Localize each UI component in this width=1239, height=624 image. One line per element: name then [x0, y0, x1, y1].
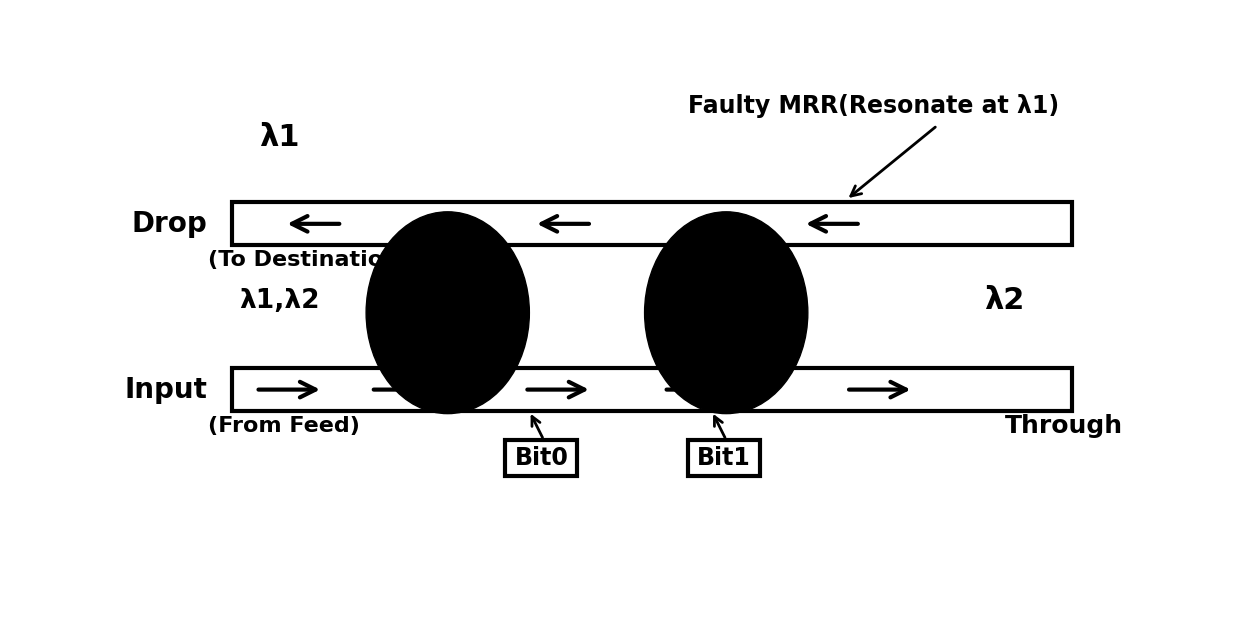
Text: λ2: λ2	[985, 286, 1025, 315]
Text: (From Feed): (From Feed)	[208, 416, 359, 436]
Text: (To Destination): (To Destination)	[208, 250, 409, 270]
Text: Drop: Drop	[131, 210, 208, 238]
FancyBboxPatch shape	[232, 202, 1072, 245]
Text: λ1: λ1	[259, 123, 300, 152]
Ellipse shape	[367, 212, 529, 414]
FancyBboxPatch shape	[506, 440, 577, 476]
FancyBboxPatch shape	[688, 440, 760, 476]
Text: Through: Through	[1005, 414, 1123, 437]
Text: Input: Input	[125, 376, 208, 404]
Text: Bit1: Bit1	[696, 446, 751, 470]
Text: Bit0: Bit0	[514, 446, 569, 470]
FancyBboxPatch shape	[232, 368, 1072, 411]
Text: λ1,λ2: λ1,λ2	[239, 288, 320, 314]
Ellipse shape	[644, 212, 808, 414]
Text: Faulty MRR(Resonate at λ1): Faulty MRR(Resonate at λ1)	[688, 94, 1059, 118]
